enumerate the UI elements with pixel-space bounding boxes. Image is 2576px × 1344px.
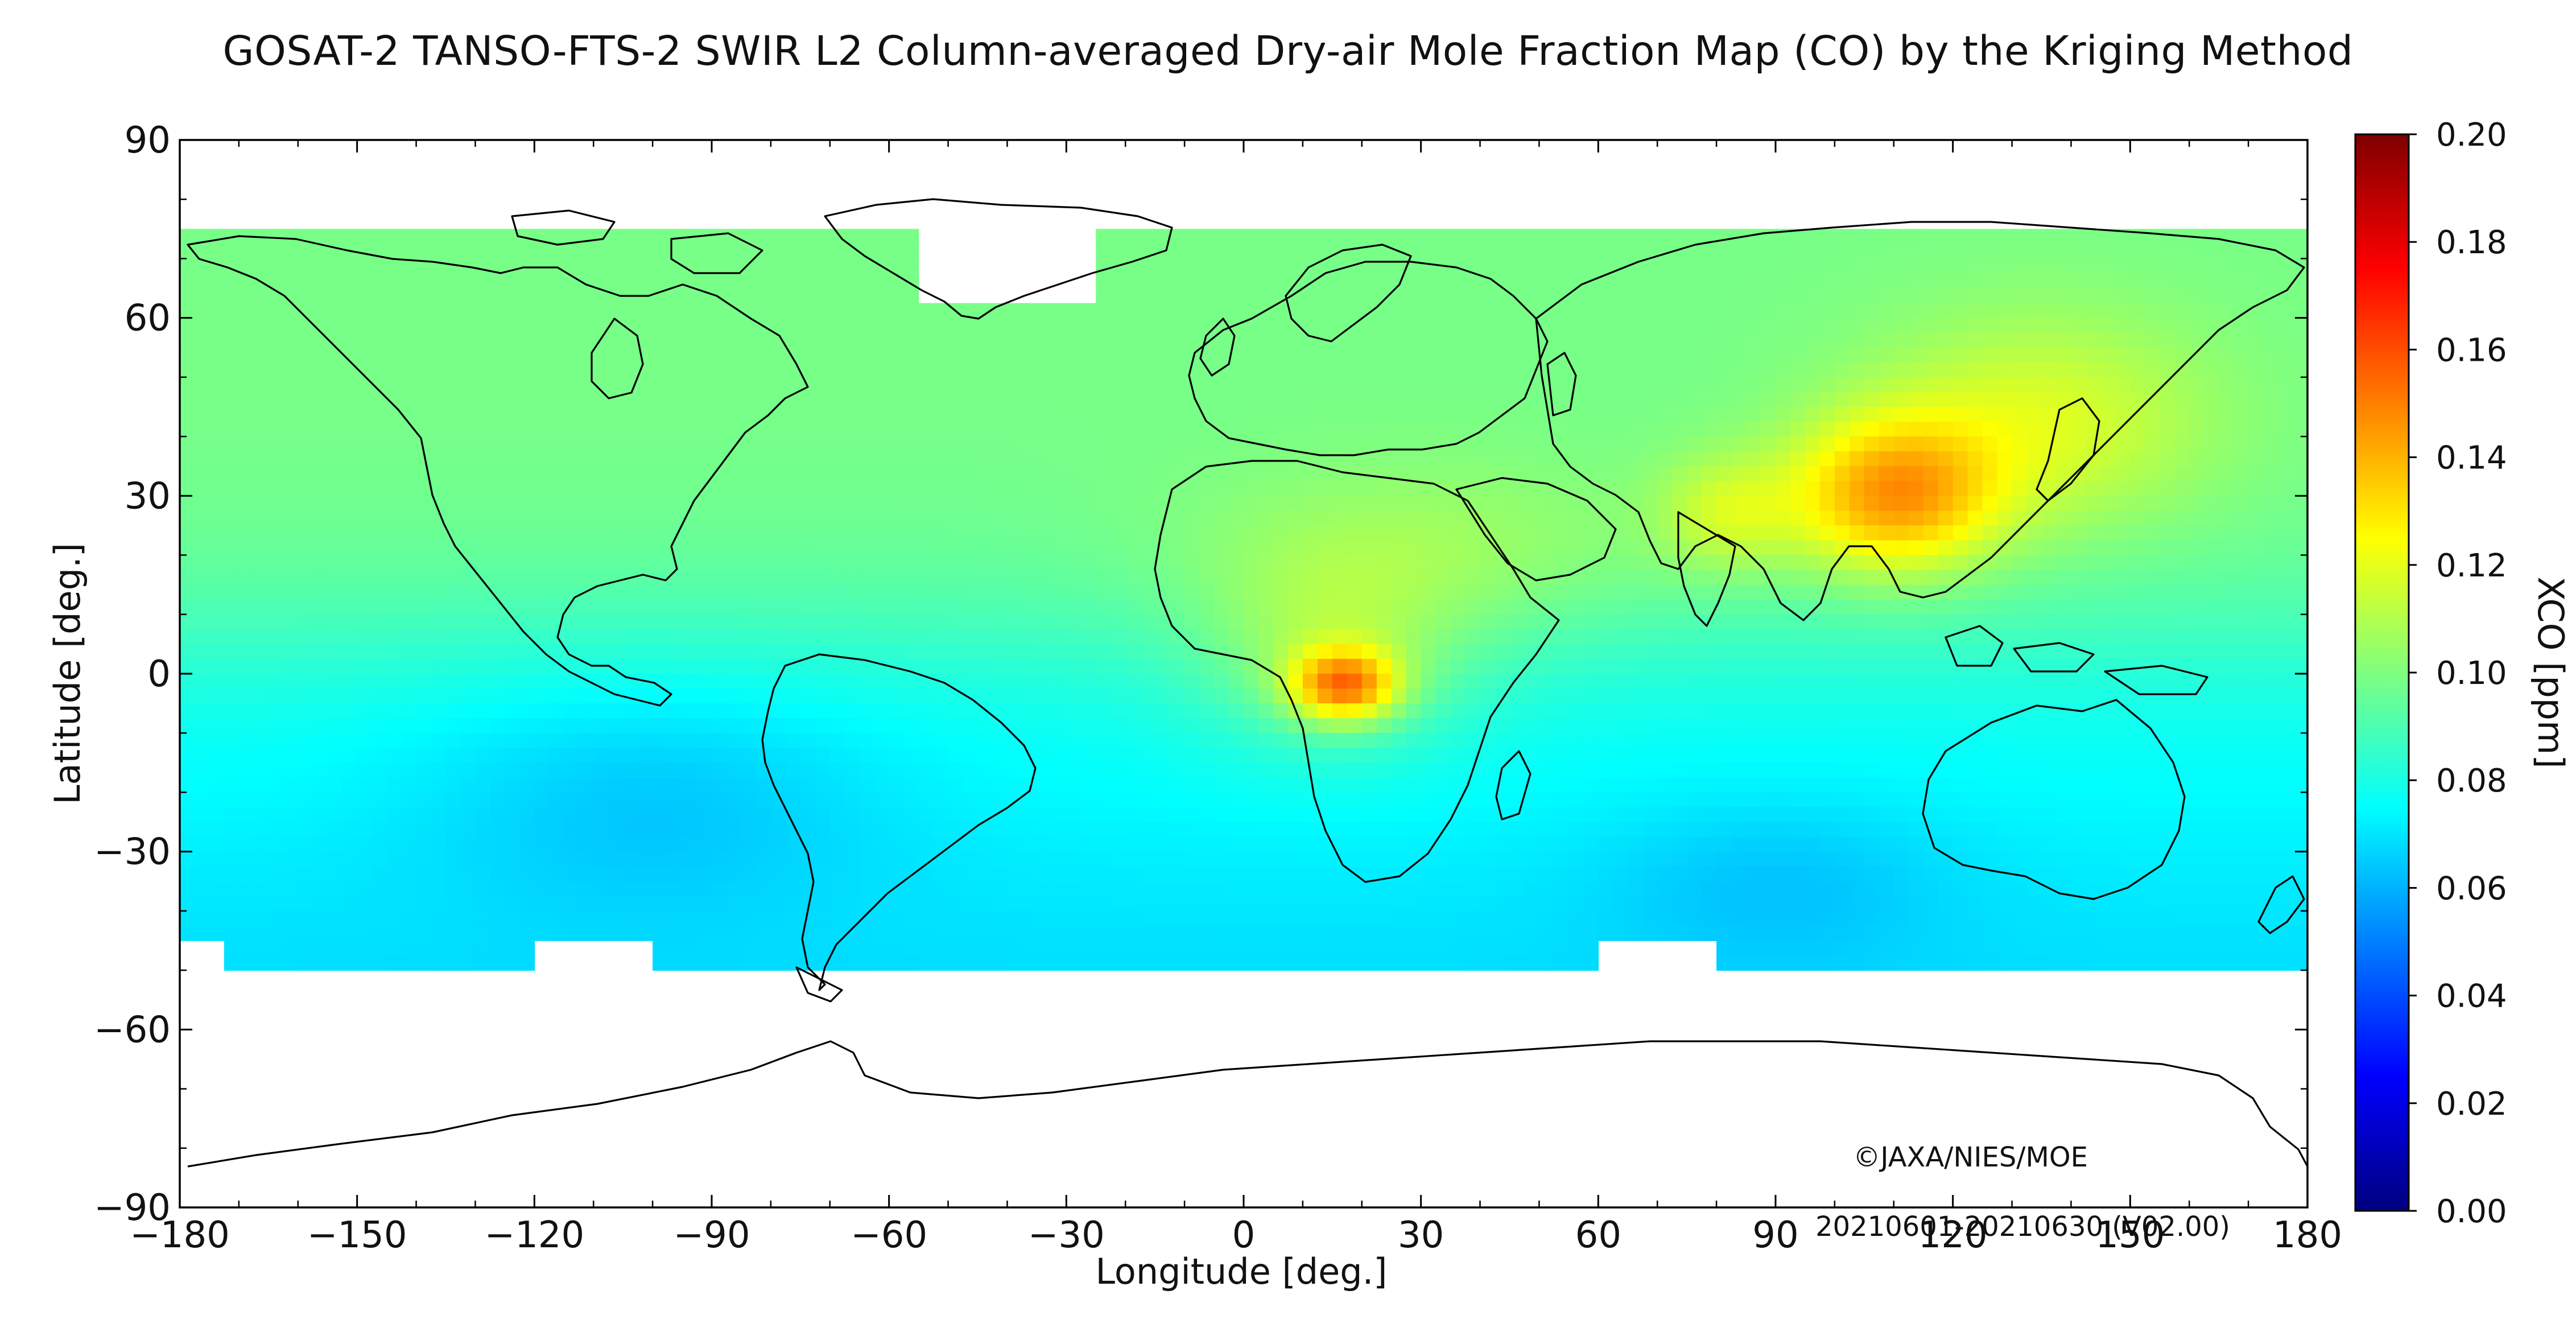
colorbar-label: XCO [ppm] xyxy=(2530,576,2571,768)
colorbar-tick-label: 0.16 xyxy=(2436,332,2507,369)
colorbar-tick-label: 0.04 xyxy=(2436,978,2507,1015)
colorbar-tick-label: 0.00 xyxy=(2436,1193,2507,1230)
lon-tick-label: 120 xyxy=(1918,1214,1988,1256)
x-axis-label: Longitude [deg.] xyxy=(1095,1251,1387,1292)
lon-tick-label: 150 xyxy=(2095,1214,2165,1256)
lon-tick-label: 90 xyxy=(1752,1214,1798,1256)
lat-tick-label: −90 xyxy=(94,1187,171,1229)
colorbar-tick-label: 0.14 xyxy=(2436,440,2507,477)
lat-tick-label: 90 xyxy=(125,119,171,162)
longitude-axis: −180 −150 −120 −90 −60 −30 0 30 60 90 120 150 180 xyxy=(130,140,2342,1256)
lon-tick-label: 30 xyxy=(1398,1214,1444,1256)
colorbar-tick-label: 0.10 xyxy=(2436,655,2507,692)
lon-tick-label: 60 xyxy=(1575,1214,1621,1256)
colorbar-scale: 0.20 0.18 0.16 0.14 0.12 0.10 0.08 0.06 0.04 0.02… xyxy=(2409,117,2507,1230)
latitude-axis: 90 60 30 0 −30 −60 −90 xyxy=(94,119,2307,1229)
lon-tick-label: 0 xyxy=(1232,1214,1256,1256)
lat-tick-label: 0 xyxy=(147,653,171,695)
y-axis-label: Latitude [deg.] xyxy=(47,543,88,805)
xco-field-layer xyxy=(180,229,2307,971)
lat-tick-label: 30 xyxy=(125,475,171,517)
lon-tick-label: −120 xyxy=(484,1214,584,1256)
lat-tick-label: −60 xyxy=(94,1009,171,1051)
colorbar-tick-label: 0.20 xyxy=(2436,117,2507,154)
colorbar-tick-label: 0.08 xyxy=(2436,762,2507,799)
colorbar-tick-label: 0.02 xyxy=(2436,1086,2507,1123)
colorbar-tick-label: 0.12 xyxy=(2436,547,2507,584)
lon-tick-label: −60 xyxy=(851,1214,927,1256)
lon-tick-label: −150 xyxy=(307,1214,407,1256)
coastline-layer xyxy=(187,198,2307,1168)
lat-tick-label: −30 xyxy=(94,831,171,873)
lon-tick-label: 180 xyxy=(2273,1214,2342,1256)
lon-tick-label: −180 xyxy=(130,1214,230,1256)
copyright-label: ©JAXA/NIES/MOE xyxy=(1853,1141,2088,1173)
lon-tick-label: −90 xyxy=(673,1214,750,1256)
map-title: GOSAT-2 TANSO-FTS-2 SWIR L2 Column-avera… xyxy=(222,27,2354,75)
lat-tick-label: 60 xyxy=(125,298,171,340)
colorbar-tick-label: 0.18 xyxy=(2436,224,2507,261)
lon-tick-label: −30 xyxy=(1028,1214,1105,1256)
colorbar-tick-label: 0.06 xyxy=(2436,870,2507,907)
period-label: 20210601-20210630 (V02.00) xyxy=(1815,1211,2230,1243)
colorbar xyxy=(2354,133,2410,1212)
